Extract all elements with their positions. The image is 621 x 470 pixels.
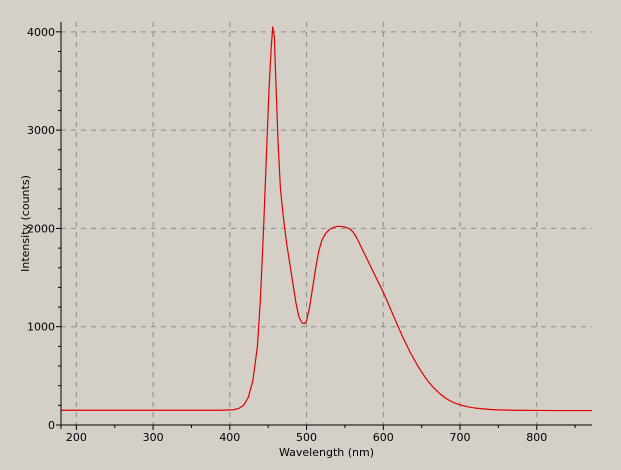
x-tick-label: 200 [66, 431, 87, 444]
grid-layer [61, 22, 592, 425]
series-line [61, 26, 592, 412]
axis-layer [56, 22, 592, 430]
x-tick-label: 800 [526, 431, 547, 444]
y-tick-label: 0 [48, 419, 55, 432]
label-layer: Wavelength (nm) Intensity (counts) 200 30… [19, 26, 547, 459]
x-axis-title: Wavelength (nm) [279, 446, 374, 459]
x-tick-label: 400 [219, 431, 240, 444]
x-tick-label: 500 [296, 431, 317, 444]
y-tick-label: 4000 [27, 26, 55, 39]
series-layer [61, 26, 592, 412]
x-tick-label: 300 [143, 431, 164, 444]
y-tick-label: 3000 [27, 124, 55, 137]
x-tick-label: 700 [450, 431, 471, 444]
y-axis-title: Intensity (counts) [19, 175, 32, 272]
x-tick-label: 600 [373, 431, 394, 444]
y-tick-label: 1000 [27, 321, 55, 334]
y-tick-label: 2000 [27, 222, 55, 235]
